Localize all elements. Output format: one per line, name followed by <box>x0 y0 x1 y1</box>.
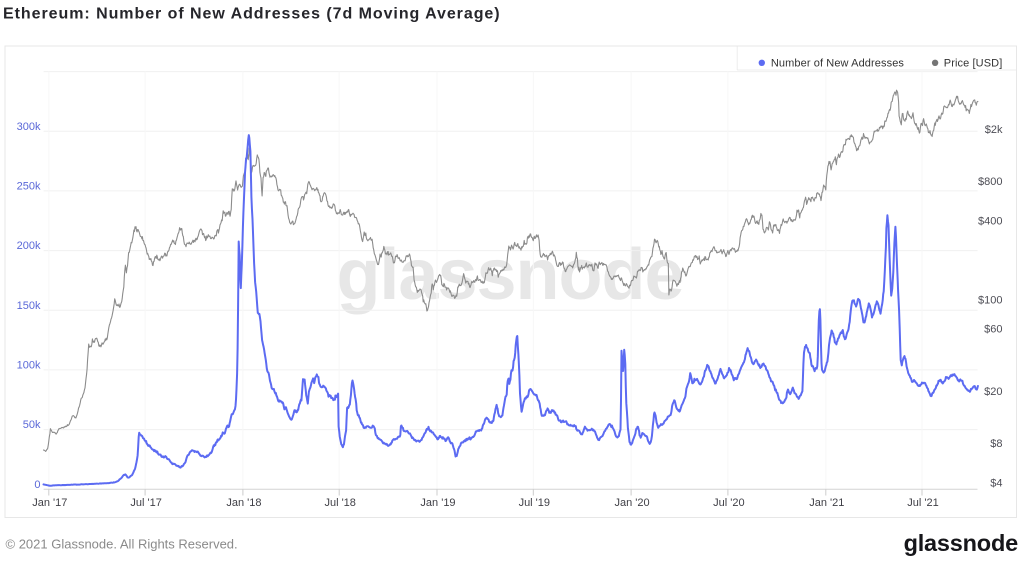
svg-text:Number of New Addresses: Number of New Addresses <box>771 57 905 69</box>
svg-text:300k: 300k <box>17 121 41 133</box>
svg-text:$8: $8 <box>990 438 1002 450</box>
svg-text:Price [USD]: Price [USD] <box>944 57 1003 69</box>
svg-text:0: 0 <box>34 479 40 491</box>
svg-text:$400: $400 <box>978 216 1002 228</box>
svg-text:Jan '19: Jan '19 <box>420 497 455 509</box>
svg-text:Jul '17: Jul '17 <box>130 497 161 509</box>
svg-text:100k: 100k <box>17 360 41 372</box>
svg-text:Jan '20: Jan '20 <box>615 497 650 509</box>
svg-text:Jan '21: Jan '21 <box>809 497 844 509</box>
svg-text:glassnode: glassnode <box>904 530 1019 556</box>
svg-text:$2k: $2k <box>985 124 1003 136</box>
svg-text:$800: $800 <box>978 176 1002 188</box>
svg-text:Jul '18: Jul '18 <box>324 497 355 509</box>
svg-text:50k: 50k <box>23 419 41 431</box>
svg-text:150k: 150k <box>17 300 41 312</box>
svg-text:$60: $60 <box>984 324 1002 336</box>
svg-text:Jan '18: Jan '18 <box>226 497 261 509</box>
svg-text:Jan '17: Jan '17 <box>32 497 67 509</box>
svg-text:200k: 200k <box>17 240 41 252</box>
svg-text:$20: $20 <box>984 386 1002 398</box>
svg-text:250k: 250k <box>17 181 41 193</box>
svg-text:Ethereum: Number of New Addres: Ethereum: Number of New Addresses (7d Mo… <box>3 6 501 23</box>
svg-text:$4: $4 <box>990 478 1002 490</box>
svg-text:© 2021 Glassnode. All Rights R: © 2021 Glassnode. All Rights Reserved. <box>6 537 238 552</box>
svg-text:$100: $100 <box>978 294 1002 306</box>
svg-text:Jul '19: Jul '19 <box>519 497 550 509</box>
svg-text:Jul '21: Jul '21 <box>907 497 938 509</box>
svg-text:Jul '20: Jul '20 <box>713 497 744 509</box>
